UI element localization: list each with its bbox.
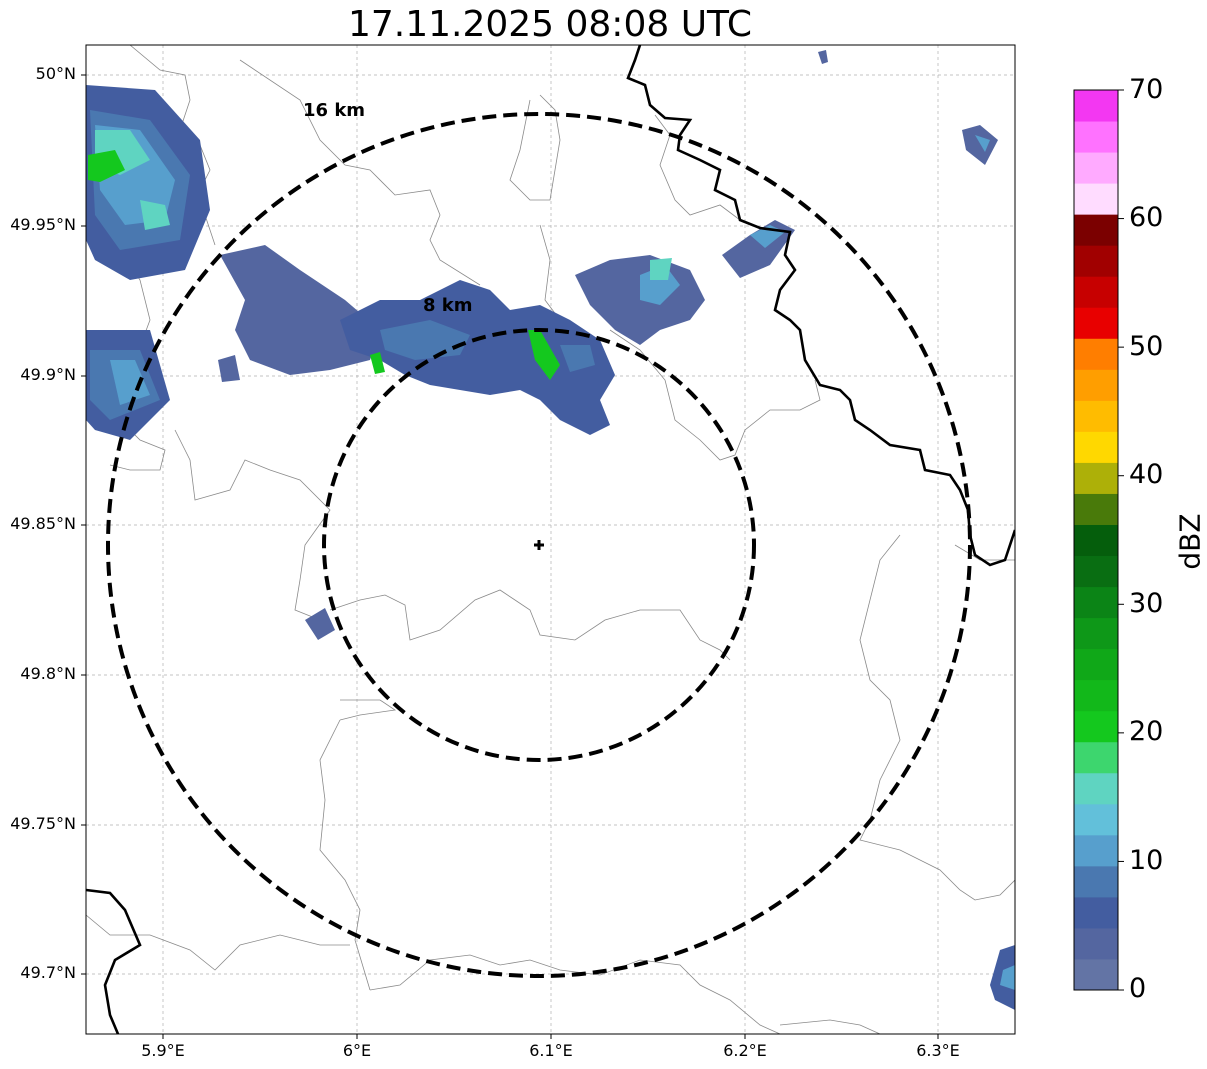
colorbar-segment bbox=[1074, 617, 1118, 650]
lon-label: 5.9°E bbox=[141, 1041, 185, 1060]
colorbar-segment bbox=[1074, 462, 1118, 494]
colorbar-segment bbox=[1074, 772, 1118, 805]
colorbar-segment bbox=[1074, 90, 1118, 122]
colorbar-segment bbox=[1074, 307, 1118, 339]
colorbar-segment bbox=[1074, 958, 1118, 991]
plus-icon bbox=[534, 540, 544, 550]
lat-label: 50°N bbox=[35, 64, 76, 83]
colorbar-segment bbox=[1074, 710, 1118, 743]
radar-echoes bbox=[86, 50, 1015, 1010]
colorbar bbox=[1073, 89, 1124, 991]
colorbar-segment bbox=[1074, 276, 1118, 308]
ring-16km bbox=[106, 112, 972, 978]
colorbar-tick: 30 bbox=[1129, 588, 1164, 619]
colorbar-segment bbox=[1074, 183, 1118, 215]
colorbar-segment bbox=[1074, 927, 1118, 960]
colorbar-segment bbox=[1074, 896, 1118, 929]
ring-8km bbox=[322, 328, 756, 762]
colorbar-segment bbox=[1074, 214, 1118, 246]
gridlines bbox=[86, 45, 1015, 1034]
colorbar-segment bbox=[1074, 493, 1118, 525]
colorbar-segment bbox=[1074, 524, 1118, 557]
colorbar-tick: 10 bbox=[1129, 845, 1164, 876]
colorbar-tick: 50 bbox=[1129, 331, 1164, 362]
colorbar-segment bbox=[1074, 555, 1118, 588]
ring-label-8km: 8 km bbox=[423, 295, 473, 316]
colorbar-segment bbox=[1074, 400, 1118, 432]
colorbar-segment bbox=[1074, 586, 1118, 619]
map-title: 17.11.2025 08:08 UTC bbox=[347, 4, 753, 45]
colorbar-segment bbox=[1074, 865, 1118, 898]
colorbar-segment bbox=[1074, 338, 1118, 370]
lat-label: 49.9°N bbox=[20, 365, 76, 384]
colorbar-segment bbox=[1074, 369, 1118, 401]
colorbar-segment bbox=[1074, 245, 1118, 277]
lon-label: 6.2°E bbox=[723, 1041, 767, 1060]
colorbar-segment bbox=[1074, 152, 1118, 184]
colorbar-segment bbox=[1074, 834, 1118, 867]
range-rings bbox=[106, 112, 972, 978]
colorbar-tick: 60 bbox=[1129, 202, 1164, 233]
colorbar-tick: 70 bbox=[1129, 74, 1164, 105]
colorbar-segment bbox=[1074, 679, 1118, 712]
lon-label: 6.3°E bbox=[916, 1041, 960, 1060]
national-borders bbox=[86, 45, 1015, 1034]
ring-label-16km: 16 km bbox=[303, 100, 366, 121]
colorbar-segment bbox=[1074, 121, 1118, 153]
colorbar-frame bbox=[1073, 89, 1119, 991]
map-frame bbox=[85, 44, 1016, 1035]
colorbar-tick: 40 bbox=[1129, 459, 1164, 490]
colorbar-unit-label: dBZ bbox=[1173, 513, 1207, 570]
lon-label: 6.1°E bbox=[529, 1041, 573, 1060]
colorbar-tick: 0 bbox=[1129, 973, 1147, 1004]
lat-label: 49.8°N bbox=[20, 664, 76, 683]
lon-label: 6°E bbox=[342, 1041, 372, 1060]
colorbar-segment bbox=[1074, 648, 1118, 681]
colorbar-segment bbox=[1074, 431, 1118, 463]
lat-label: 49.7°N bbox=[20, 963, 76, 982]
lat-label: 49.75°N bbox=[10, 814, 76, 833]
colorbar-tick: 20 bbox=[1129, 716, 1164, 747]
lat-label: 49.85°N bbox=[10, 514, 76, 533]
lat-label: 49.95°N bbox=[10, 215, 76, 234]
admin-borders bbox=[86, 45, 1015, 1034]
colorbar-segment bbox=[1074, 803, 1118, 836]
colorbar-segment bbox=[1074, 741, 1118, 774]
